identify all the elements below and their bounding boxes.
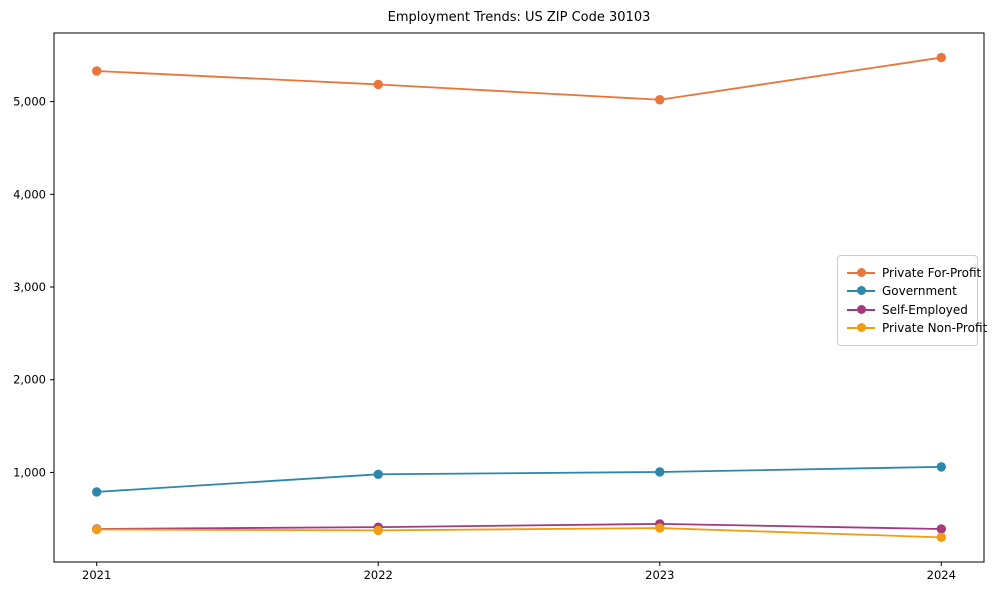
- y-tick-label: 5,000: [13, 95, 46, 109]
- y-tick-label: 4,000: [13, 187, 46, 201]
- series-point-0-3: [936, 52, 946, 63]
- legend-item: Government: [847, 282, 968, 300]
- series-line-1: [96, 465, 942, 493]
- axes-frame: [53, 32, 985, 563]
- legend-marker-icon: [847, 268, 875, 278]
- legend-item: Private Non-Profit: [847, 319, 987, 337]
- series-line-0: [96, 56, 942, 101]
- series-point-1-1: [373, 469, 383, 479]
- legend-item: Self-Employed: [847, 301, 968, 319]
- x-tick-label: 2023: [645, 568, 674, 582]
- legend: Private For-Profit Government Self-Employe…: [837, 255, 987, 346]
- series-point-1-2: [655, 467, 665, 477]
- series-point-0-1: [373, 79, 383, 90]
- legend-label: Private For-Profit: [882, 266, 982, 280]
- series-point-3-3: [936, 532, 946, 543]
- y-tick-label: 2,000: [13, 373, 46, 387]
- series-point-1-0: [92, 487, 102, 497]
- series-point-3-1: [373, 525, 383, 536]
- legend-label: Government: [882, 284, 957, 299]
- series-point-3-2: [655, 523, 665, 533]
- legend-label: Self-Employed: [882, 302, 968, 317]
- legend-marker-icon: [847, 286, 875, 296]
- y-tick-label: 1,000: [13, 465, 46, 479]
- series-line-3: [96, 527, 942, 539]
- chart-title: Employment Trends: US ZIP Code 30103: [387, 10, 651, 25]
- series-point-0-0: [92, 66, 102, 76]
- x-tick-label: 2021: [82, 568, 111, 582]
- series-line-2: [96, 522, 942, 530]
- series-point-1-3: [936, 462, 946, 472]
- series-point-3-0: [92, 524, 102, 535]
- legend-marker-icon: [847, 322, 875, 333]
- y-tick-label: 3,000: [13, 280, 46, 294]
- series-point-0-2: [655, 95, 665, 105]
- x-tick-label: 2022: [364, 568, 393, 582]
- legend-item: Private For-Profit: [847, 264, 981, 282]
- series-point-2-3: [936, 524, 946, 534]
- x-tick-label: 2024: [927, 568, 956, 582]
- legend-marker-icon: [847, 304, 875, 315]
- legend-label: Private Non-Profit: [882, 320, 988, 335]
